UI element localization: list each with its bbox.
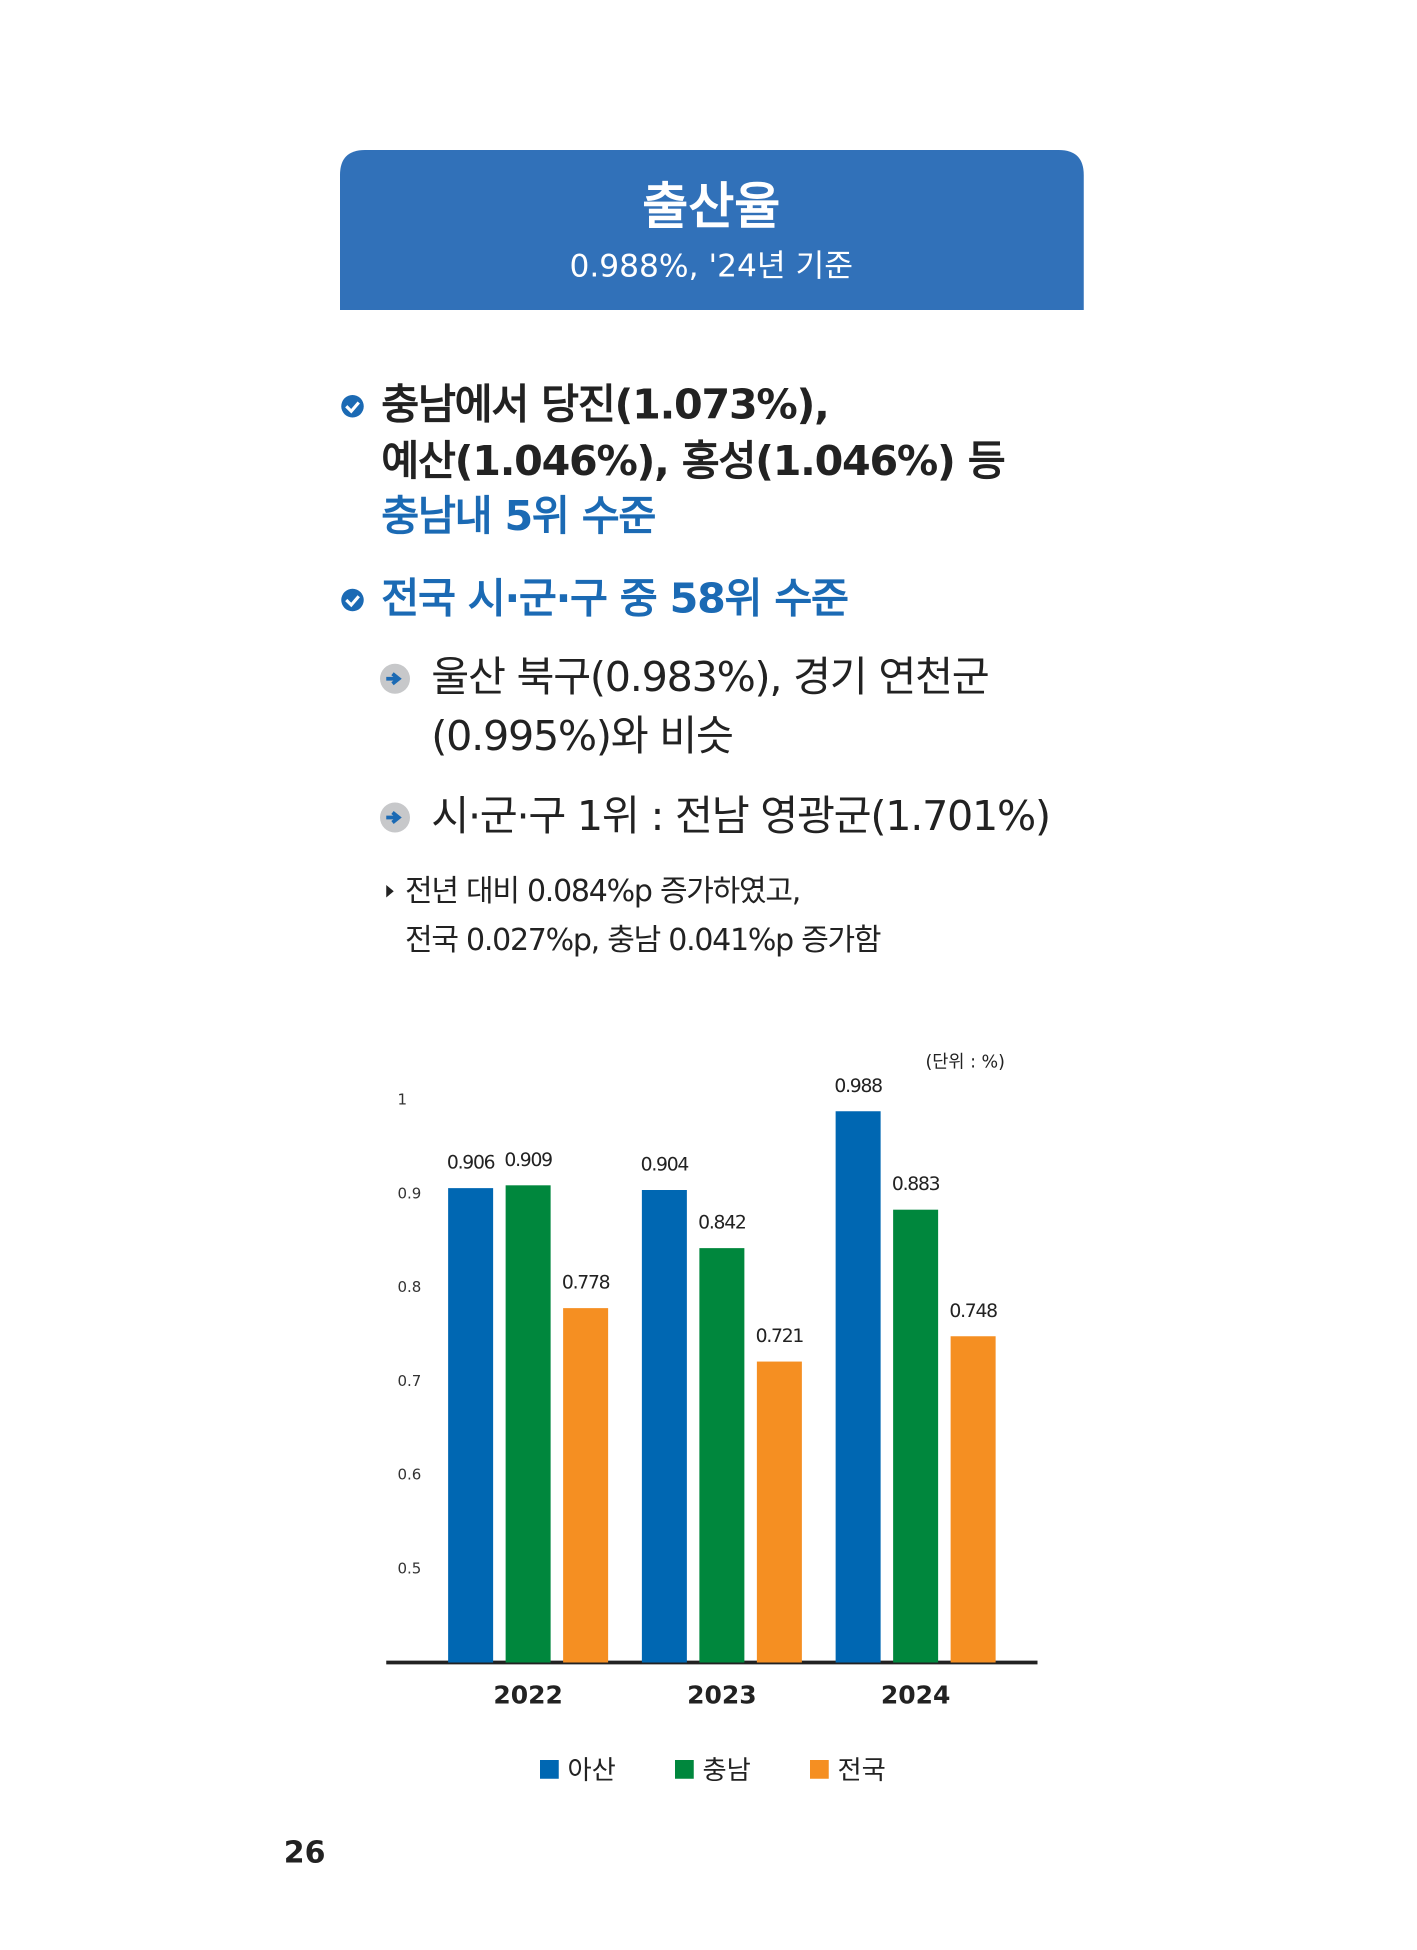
page-number: 26 xyxy=(284,1835,326,1870)
bullet-line: 충남내 5위 수준 xyxy=(381,492,655,540)
x-tick-label: 2024 xyxy=(881,1680,951,1709)
legend-swatch xyxy=(540,1760,559,1779)
y-tick-label: 1 xyxy=(398,1091,408,1109)
bullet-line: 충남에서 당진(1.073%), xyxy=(381,381,828,429)
bullet-line: 전국 시·군·구 중 58위 수준 xyxy=(381,574,848,622)
sub-bullet-line: 시·군·구 1위 : 전남 영광군(1.701%) xyxy=(431,792,1050,840)
check-icon xyxy=(341,588,364,612)
y-tick-label: 0.5 xyxy=(398,1559,422,1577)
bar xyxy=(641,1190,687,1663)
sub-bullet-line: 울산 북구(0.983%), 경기 연천군 xyxy=(431,653,988,701)
legend-swatch xyxy=(810,1760,829,1779)
note-line: 전국 0.027%p, 충남 0.041%p 증가함 xyxy=(405,923,881,958)
check-icon xyxy=(341,395,364,418)
y-tick-label: 0.9 xyxy=(398,1184,422,1202)
legend-label: 아산 xyxy=(568,1756,616,1786)
value-label: 0.906 xyxy=(447,1153,495,1174)
bullet-line: 예산(1.046%), 홍성(1.046%) 등 xyxy=(381,437,1004,485)
bar xyxy=(950,1336,996,1663)
y-tick-label: 0.7 xyxy=(398,1372,422,1390)
bar xyxy=(505,1185,551,1663)
legend-label: 전국 xyxy=(838,1756,886,1786)
value-label: 0.883 xyxy=(892,1174,940,1195)
bar xyxy=(448,1188,494,1663)
value-label: 0.721 xyxy=(756,1326,804,1347)
arrow-icon xyxy=(380,802,410,833)
value-label: 0.778 xyxy=(562,1273,610,1294)
bar xyxy=(756,1361,802,1663)
legend-swatch xyxy=(675,1760,694,1779)
y-tick-label: 0.8 xyxy=(398,1278,422,1296)
bar xyxy=(699,1248,745,1663)
bar xyxy=(563,1308,609,1663)
header-box xyxy=(340,150,1084,310)
bar xyxy=(893,1209,939,1663)
value-label: 0.988 xyxy=(834,1076,882,1097)
value-label: 0.748 xyxy=(949,1301,997,1322)
y-tick-label: 0.6 xyxy=(398,1466,422,1484)
note-line: 전년 대비 0.084%p 증가하였고, xyxy=(405,874,800,909)
value-label: 0.842 xyxy=(698,1213,746,1234)
value-label: 0.909 xyxy=(504,1150,552,1171)
unit-label: (단위 : %) xyxy=(925,1053,1005,1073)
header-title: 출산율 xyxy=(642,178,780,236)
bar xyxy=(835,1111,881,1663)
note-marker xyxy=(386,885,394,898)
sub-bullet-line: (0.995%)와 비슷 xyxy=(431,712,732,760)
header-subtitle: 0.988%, '24년 기준 xyxy=(569,249,853,285)
legend-label: 충남 xyxy=(703,1756,751,1786)
value-label: 0.904 xyxy=(641,1155,689,1176)
x-tick-label: 2023 xyxy=(687,1680,757,1709)
x-tick-label: 2022 xyxy=(493,1680,563,1709)
arrow-icon xyxy=(380,663,410,694)
